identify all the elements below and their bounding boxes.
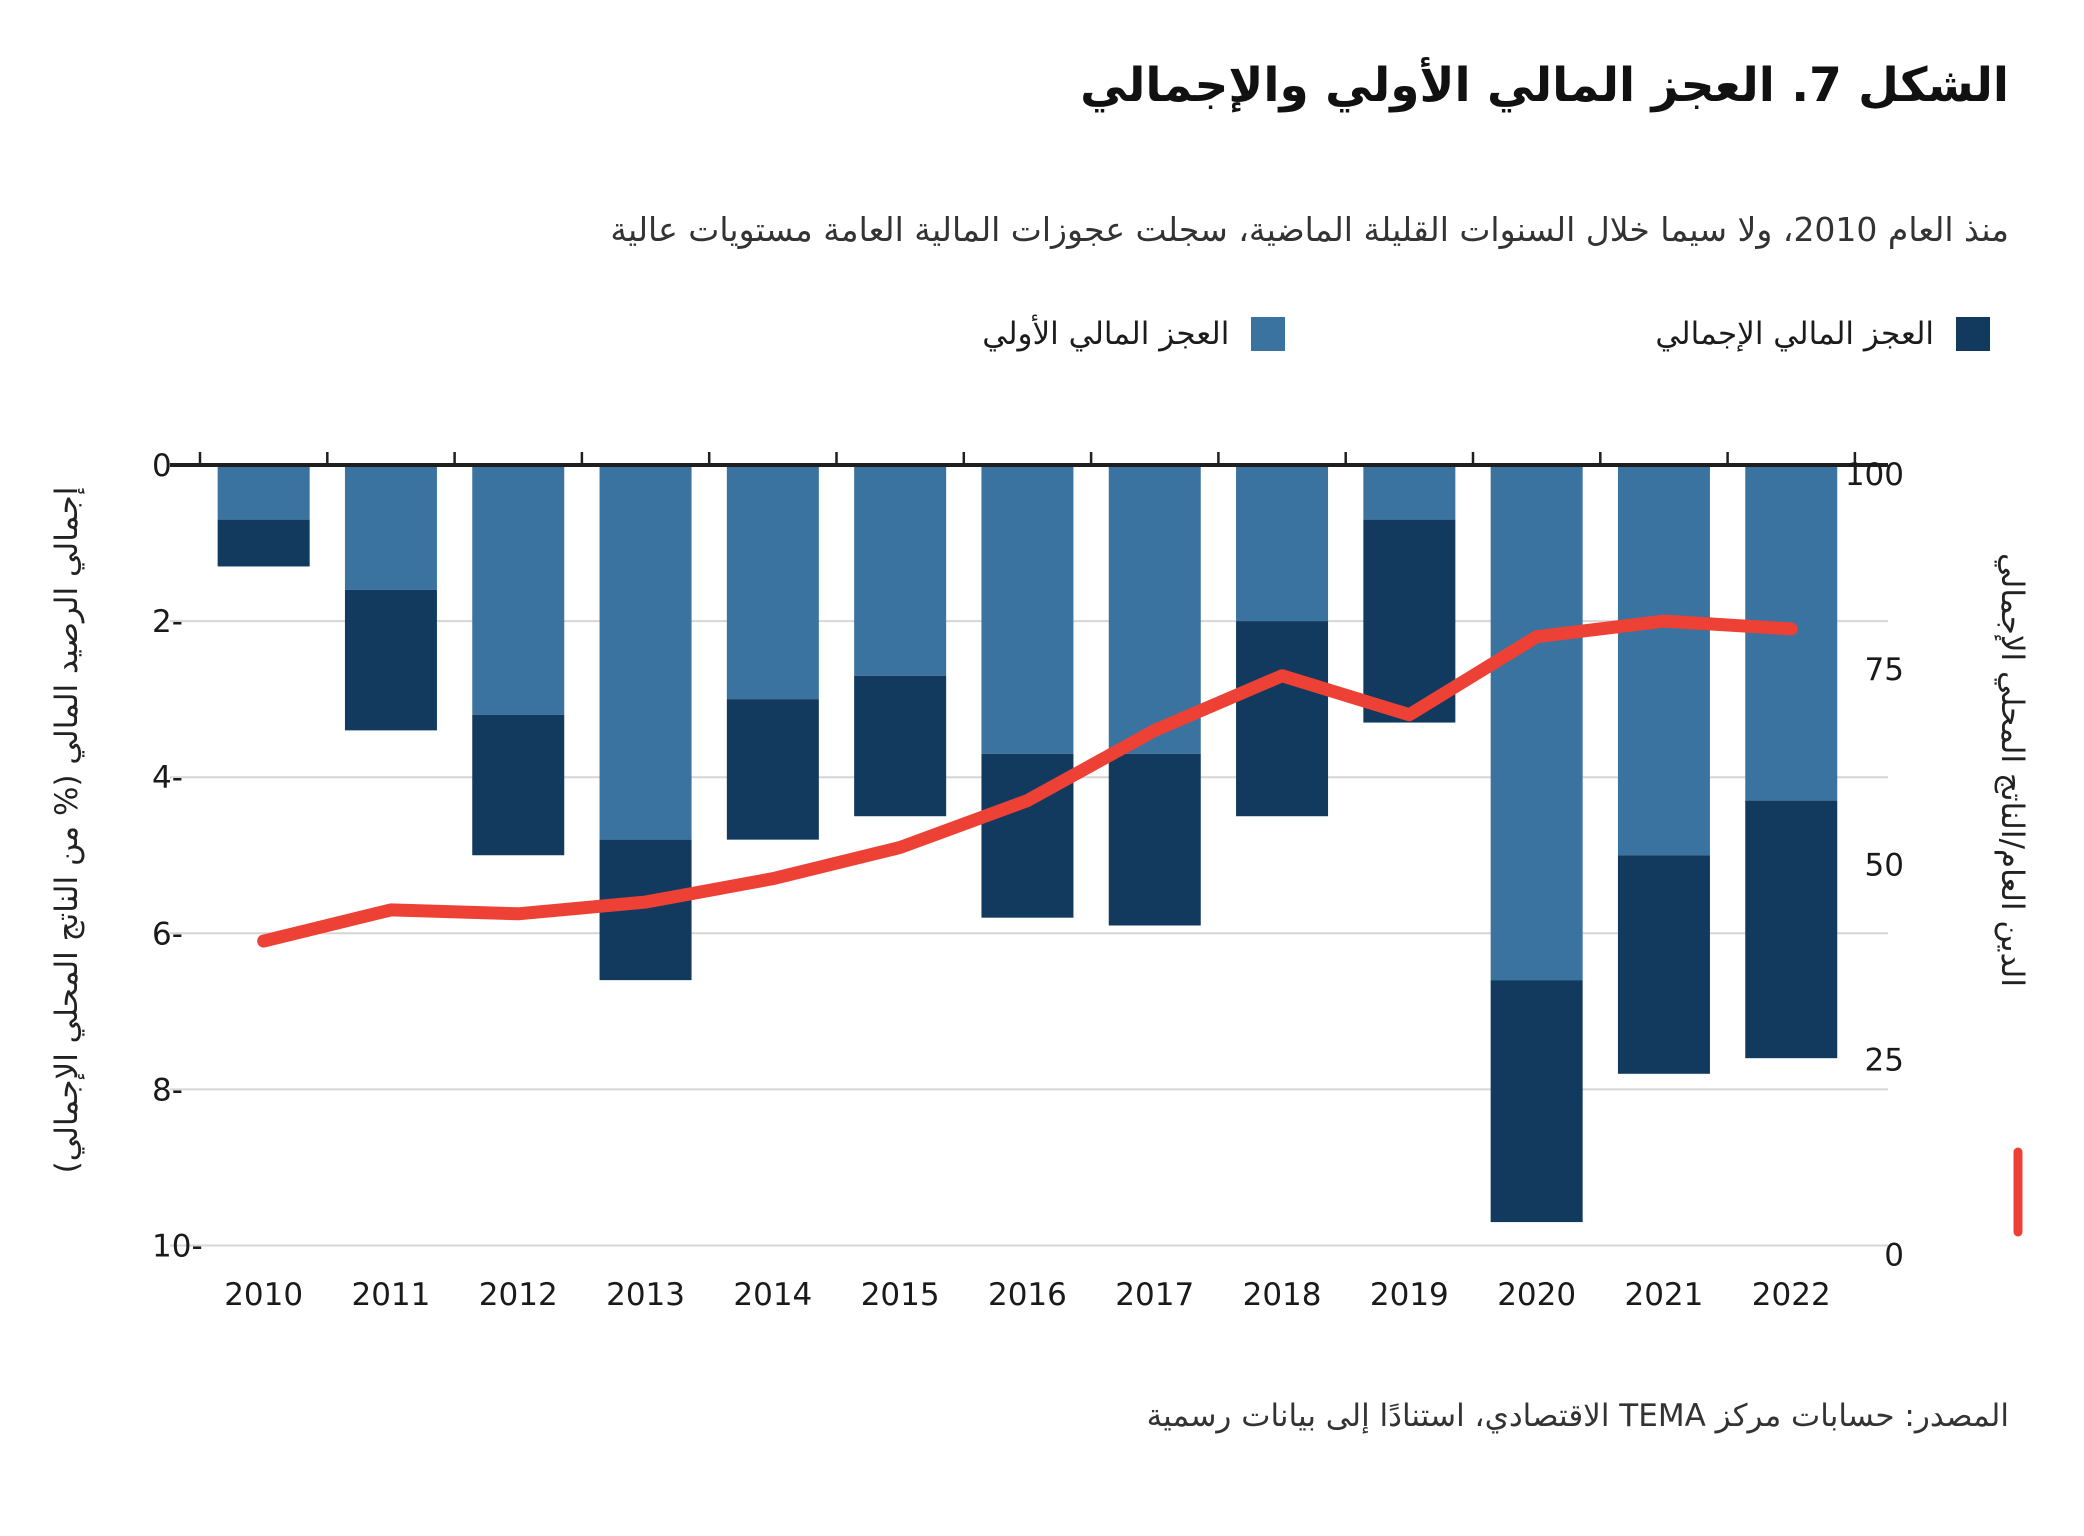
x-axis-label-2011: 2011 xyxy=(351,1277,430,1313)
figure-title: الشكل 7. العجز المالي الأولي والإجمالي xyxy=(1080,58,2009,113)
primary-deficit-bar-2016 xyxy=(981,466,1074,754)
primary-deficit-bar-2019 xyxy=(1363,466,1456,520)
left-axis-tick-label: -6 xyxy=(152,916,183,952)
x-axis-label-2014: 2014 xyxy=(733,1277,812,1313)
legend-label-overall: العجز المالي الإجمالي xyxy=(1655,316,1934,352)
primary-deficit-swatch-icon xyxy=(1251,317,1286,351)
x-axis-label-2015: 2015 xyxy=(861,1277,940,1313)
overall-deficit-bar-2021 xyxy=(1617,855,1710,1074)
primary-deficit-bar-2013 xyxy=(599,466,692,840)
x-axis-label-2010: 2010 xyxy=(224,1277,303,1313)
legend-label-primary: العجز المالي الأولي xyxy=(982,316,1230,352)
left-axis-tick-label: -10 xyxy=(152,1229,203,1265)
x-axis-label-2013: 2013 xyxy=(606,1277,685,1313)
primary-deficit-bar-2020 xyxy=(1490,466,1583,981)
primary-deficit-bar-2011 xyxy=(344,466,437,590)
figure-subtitle: منذ العام 2010، ولا سيما خلال السنوات ال… xyxy=(610,210,2009,249)
overall-deficit-bar-2022 xyxy=(1745,800,1838,1059)
right-axis-tick-label: 0 xyxy=(1884,1238,1904,1274)
right-axis-tick-label: 75 xyxy=(1865,652,1904,688)
debt-line xyxy=(257,614,1798,948)
left-axis-tick-label: -8 xyxy=(152,1072,183,1108)
left-axis-tick-label: 0 xyxy=(152,448,172,484)
right-axis-tick-label: 25 xyxy=(1865,1042,1904,1078)
x-axis-label-2016: 2016 xyxy=(988,1277,1067,1313)
overall-deficit-bar-2017 xyxy=(1108,753,1201,926)
left-axis-tick-label: -4 xyxy=(152,760,183,796)
legend-item-primary-deficit: العجز المالي الأولي xyxy=(982,316,1286,352)
chart-legend: العجز المالي الإجمالي العجز المالي الأول… xyxy=(982,316,1990,352)
primary-deficit-bar-2015 xyxy=(854,466,947,676)
primary-deficit-bar-2010 xyxy=(217,466,310,520)
overall-deficit-bar-2015 xyxy=(854,675,947,817)
primary-deficit-bar-2017 xyxy=(1108,466,1201,754)
right-axis-tick-label: 50 xyxy=(1865,847,1904,883)
overall-deficit-swatch-icon xyxy=(1956,317,1990,351)
x-axis-label-2018: 2018 xyxy=(1243,1277,1322,1313)
x-axis-label-2017: 2017 xyxy=(1115,1277,1194,1313)
primary-deficit-bar-2014 xyxy=(726,466,819,700)
overall-deficit-bar-2010 xyxy=(217,519,310,567)
overall-deficit-bar-2011 xyxy=(344,589,437,731)
x-axis-label-2021: 2021 xyxy=(1624,1277,1703,1313)
x-axis-label-2022: 2022 xyxy=(1752,1277,1831,1313)
primary-deficit-bar-2012 xyxy=(472,466,565,715)
overall-deficit-bar-2020 xyxy=(1490,980,1583,1223)
x-axis-label-2012: 2012 xyxy=(479,1277,558,1313)
x-axis-label-2020: 2020 xyxy=(1497,1277,1576,1313)
primary-deficit-bar-2021 xyxy=(1617,466,1710,856)
right-axis-tick-label: 100 xyxy=(1845,457,1904,493)
overall-deficit-bar-2014 xyxy=(726,699,819,840)
source-note: المصدر: حسابات مركز TEMA الاقتصادي، استن… xyxy=(1146,1398,2009,1434)
left-axis-tick-label: -2 xyxy=(152,604,183,640)
x-axis-label-2019: 2019 xyxy=(1370,1277,1449,1313)
primary-deficit-bar-2018 xyxy=(1236,466,1329,622)
overall-deficit-bar-2012 xyxy=(472,714,565,856)
legend-item-overall-deficit: العجز المالي الإجمالي xyxy=(1655,316,1990,352)
overall-deficit-bar-2018 xyxy=(1236,621,1329,817)
